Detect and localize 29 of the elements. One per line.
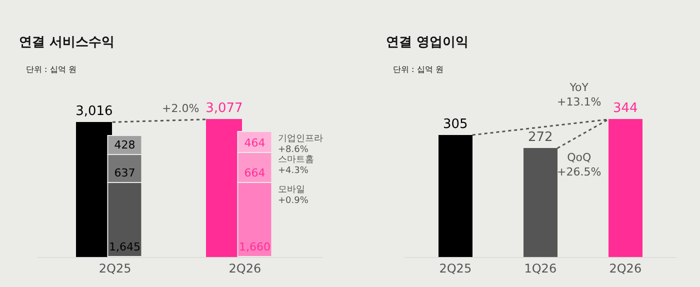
chart-subtitle: 단위 : 십억 원 (26, 65, 76, 74)
x-tick-label: 1Q26 (524, 261, 557, 276)
annotation: +4.3% (278, 166, 309, 176)
chart-title: 연결 서비스수익 (19, 35, 115, 50)
text: YoY +13.1% (557, 81, 602, 108)
data-label: 664 (244, 166, 266, 180)
data-label: 464 (244, 136, 266, 150)
annotation: +0.9% (278, 196, 309, 206)
data-label: 344 (612, 101, 638, 116)
data-label: 305 (442, 117, 468, 132)
annotation: QoQ +26.5% (557, 151, 602, 178)
data-label: 272 (528, 130, 553, 145)
data-label: 1,660 (238, 240, 270, 254)
text: +2.0% (162, 102, 200, 115)
chart-title: 연결 영업이익 (386, 35, 469, 50)
data-label: 428 (114, 138, 136, 152)
x-tick-label: 2Q26 (609, 261, 642, 276)
x-tick-label: 2Q26 (228, 261, 262, 276)
series-label: 모바일 (278, 185, 305, 195)
annotation: +8.6% (278, 145, 309, 155)
data-label: 637 (114, 166, 136, 180)
x-tick-label: 2Q25 (439, 261, 472, 276)
data-label: 1,645 (108, 240, 140, 254)
x-tick-label: 2Q25 (98, 261, 132, 276)
data-label: 3,016 (76, 104, 113, 119)
chart-subtitle: 단위 : 십억 원 (393, 65, 444, 74)
series-label: 스마트홈 (278, 155, 314, 165)
series-label: 기업인프라 (278, 134, 323, 144)
data-label: 3,077 (206, 101, 243, 116)
